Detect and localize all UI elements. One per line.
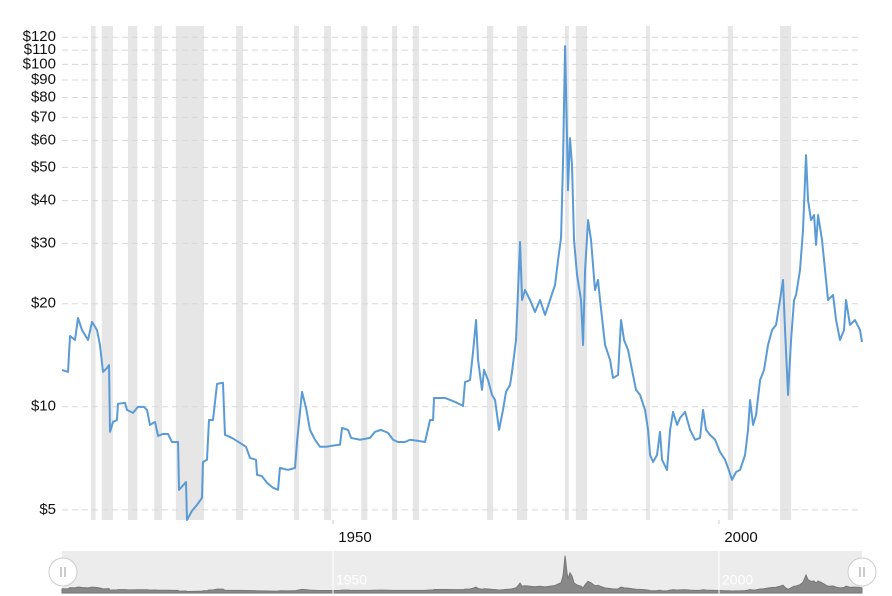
y-tick-label: $60 [31,131,56,148]
recession-band [154,26,162,520]
navigator-handle-left[interactable] [48,557,78,587]
recession-band [517,26,528,520]
y-tick-label: $5 [39,501,56,518]
x-tick-label: 2000 [724,529,757,546]
navigator[interactable]: 1950 2000 [61,551,863,594]
recession-band [175,26,205,520]
x-tick-label: 1950 [338,529,371,546]
y-tick-label: $20 [31,295,56,312]
y-tick-label: $110 [24,41,56,58]
y-tick-label: $30 [31,234,56,251]
recession-band [392,26,398,520]
navigator-area [61,555,863,594]
recession-band [128,26,138,520]
plot-layer [61,45,863,521]
navigator-handles[interactable] [48,557,877,587]
recession-band [412,26,420,520]
recession-band [564,26,569,520]
recession-layer [90,26,792,520]
recession-band [236,26,244,520]
recession-band [727,26,733,520]
y-tick-label: $90 [31,71,56,88]
grid-layer: $5 $10 $20 $30 $40 $50 $60 $70 $80$90$100$110$12… [23,28,862,546]
navigator-label: 2000 [722,572,753,588]
recession-band [575,26,587,520]
recession-band [294,26,300,520]
y-tick-label: $70 [31,108,56,125]
recession-band [646,26,650,520]
recession-band [324,26,332,520]
y-tick-label: $120 [23,28,56,45]
recession-band [361,26,368,520]
recession-band [101,26,113,520]
navigator-background [62,551,862,594]
recession-band [90,26,96,520]
recession-band [487,26,494,520]
y-tick-label: $40 [31,192,56,209]
y-tick-label: $80 [31,89,56,106]
price-line [61,45,863,521]
y-tick-label: $50 [31,158,56,175]
y-tick-label: $100 [23,55,56,72]
recession-band [780,26,792,520]
y-tick-label: $10 [31,398,56,415]
navigator-handle-right[interactable] [847,557,877,587]
navigator-label: 1950 [336,572,367,588]
